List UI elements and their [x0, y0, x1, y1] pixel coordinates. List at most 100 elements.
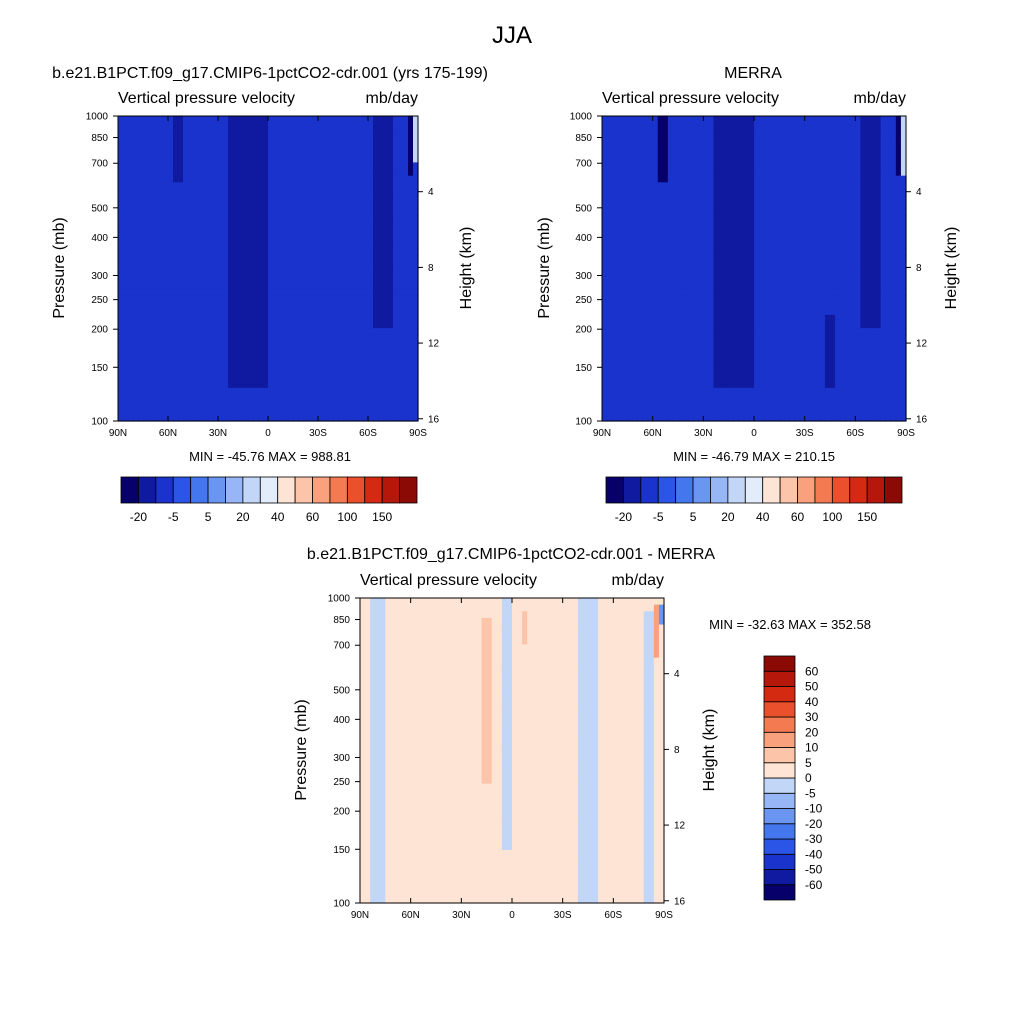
heatmap-cell [333, 255, 339, 263]
heatmap-cell [683, 129, 689, 137]
heatmap-cell [268, 228, 274, 236]
heatmap-cell [637, 261, 644, 270]
heatmap-cell [338, 301, 344, 309]
heatmap-cell [398, 182, 404, 190]
heatmap-cell [413, 407, 419, 415]
heatmap-cell [333, 381, 339, 389]
heatmap-cell [233, 188, 239, 197]
heatmap-cell [743, 367, 750, 376]
heatmap-cell [298, 248, 304, 256]
heatmap-cell [713, 175, 720, 183]
heatmap-cell [168, 414, 174, 422]
heatmap-cell [612, 381, 618, 389]
heatmap-cell [657, 275, 664, 283]
heatmap-cell [328, 235, 334, 243]
heatmap-cell [713, 414, 720, 422]
heatmap-cell [343, 261, 349, 270]
heatmap-cell [263, 116, 269, 124]
heatmap-cell [683, 314, 689, 323]
heatmap-cell [627, 414, 633, 422]
heatmap-cell [133, 222, 139, 230]
heatmap-cell [683, 208, 689, 217]
heatmap-cell [353, 228, 359, 236]
heatmap-cell [328, 288, 334, 296]
heatmap-cell [283, 394, 289, 402]
heatmap-cell [703, 295, 709, 303]
heatmap-cell [408, 116, 414, 124]
heatmap-cell [713, 348, 720, 356]
heatmap-cell [303, 228, 309, 236]
heatmap-cell [318, 354, 324, 362]
heatmap-cell [794, 295, 801, 303]
heatmap-cell [617, 401, 623, 409]
heatmap-cell [298, 195, 304, 203]
heatmap-cell [748, 367, 755, 376]
heatmap-cell [713, 328, 720, 336]
heatmap-cell [672, 301, 679, 309]
heatmap-cell [617, 314, 623, 323]
heatmap-cell [632, 387, 639, 396]
heatmap-cell [198, 222, 204, 230]
heatmap-cell [253, 341, 259, 349]
heatmap-cell [258, 281, 264, 289]
heatmap-cell [148, 142, 154, 150]
heatmap-cell [743, 261, 750, 270]
heatmap-cell [203, 387, 209, 396]
heatmap-cell [193, 308, 199, 316]
heatmap-cell [243, 354, 249, 362]
heatmap-cell [627, 169, 633, 177]
heatmap-cell [754, 288, 760, 296]
heatmap-cell [333, 215, 339, 223]
heatmap-cell [143, 208, 149, 217]
heatmap-cell [607, 308, 613, 316]
heatmap-cell [703, 288, 709, 296]
heatmap-cell [363, 169, 369, 177]
heatmap-cell [198, 202, 204, 210]
heatmap-cell [824, 295, 831, 303]
heatmap-cell [248, 222, 254, 230]
heatmap-cell [743, 235, 750, 243]
heatmap-cell [743, 135, 750, 144]
heatmap-cell [393, 129, 399, 137]
heatmap-cell [713, 215, 720, 223]
heatmap-cell [298, 394, 304, 402]
heatmap-cell [293, 122, 299, 130]
heatmap-cell [723, 248, 730, 256]
heatmap-cell [383, 162, 389, 170]
heatmap-cell [253, 129, 259, 137]
heatmap-cell [193, 407, 199, 415]
heatmap-cell [622, 208, 628, 217]
heatmap-cell [248, 288, 254, 296]
heatmap-cell [203, 275, 209, 283]
panel-1: b.e21.B1PCT.f09_g17.CMIP6-1pctCO2-cdr.00… [51, 65, 488, 524]
heatmap-cell [779, 182, 785, 190]
heatmap-cell [153, 135, 159, 144]
heatmap-cell [178, 401, 184, 409]
heatmap-cell [703, 268, 709, 276]
heatmap-cell [383, 295, 389, 303]
heatmap-cell [830, 328, 836, 336]
heatmap-cell [238, 367, 244, 376]
heatmap-cell [123, 215, 129, 223]
heatmap-cell [353, 241, 359, 250]
heatmap-cell [148, 188, 154, 197]
heatmap-cell [393, 188, 399, 197]
heatmap-cell [128, 129, 134, 137]
heatmap-cell [263, 122, 269, 130]
heatmap-cell [213, 248, 219, 256]
heatmap-cell [228, 407, 234, 415]
heatmap-cell [298, 301, 304, 309]
heatmap-cell [627, 281, 633, 289]
heatmap-cell [228, 188, 234, 197]
heatmap-cell [133, 288, 139, 296]
heatmap-cell [733, 308, 740, 316]
heatmap-cell [738, 361, 745, 369]
heatmap-cell [622, 235, 628, 243]
heatmap-cell [814, 414, 821, 422]
heatmap-cell [223, 188, 229, 197]
heatmap-cell [703, 169, 709, 177]
heatmap-cell [253, 354, 259, 362]
heatmap-cell [303, 354, 309, 362]
heatmap-cell [723, 208, 730, 217]
heatmap-cell [830, 407, 836, 415]
